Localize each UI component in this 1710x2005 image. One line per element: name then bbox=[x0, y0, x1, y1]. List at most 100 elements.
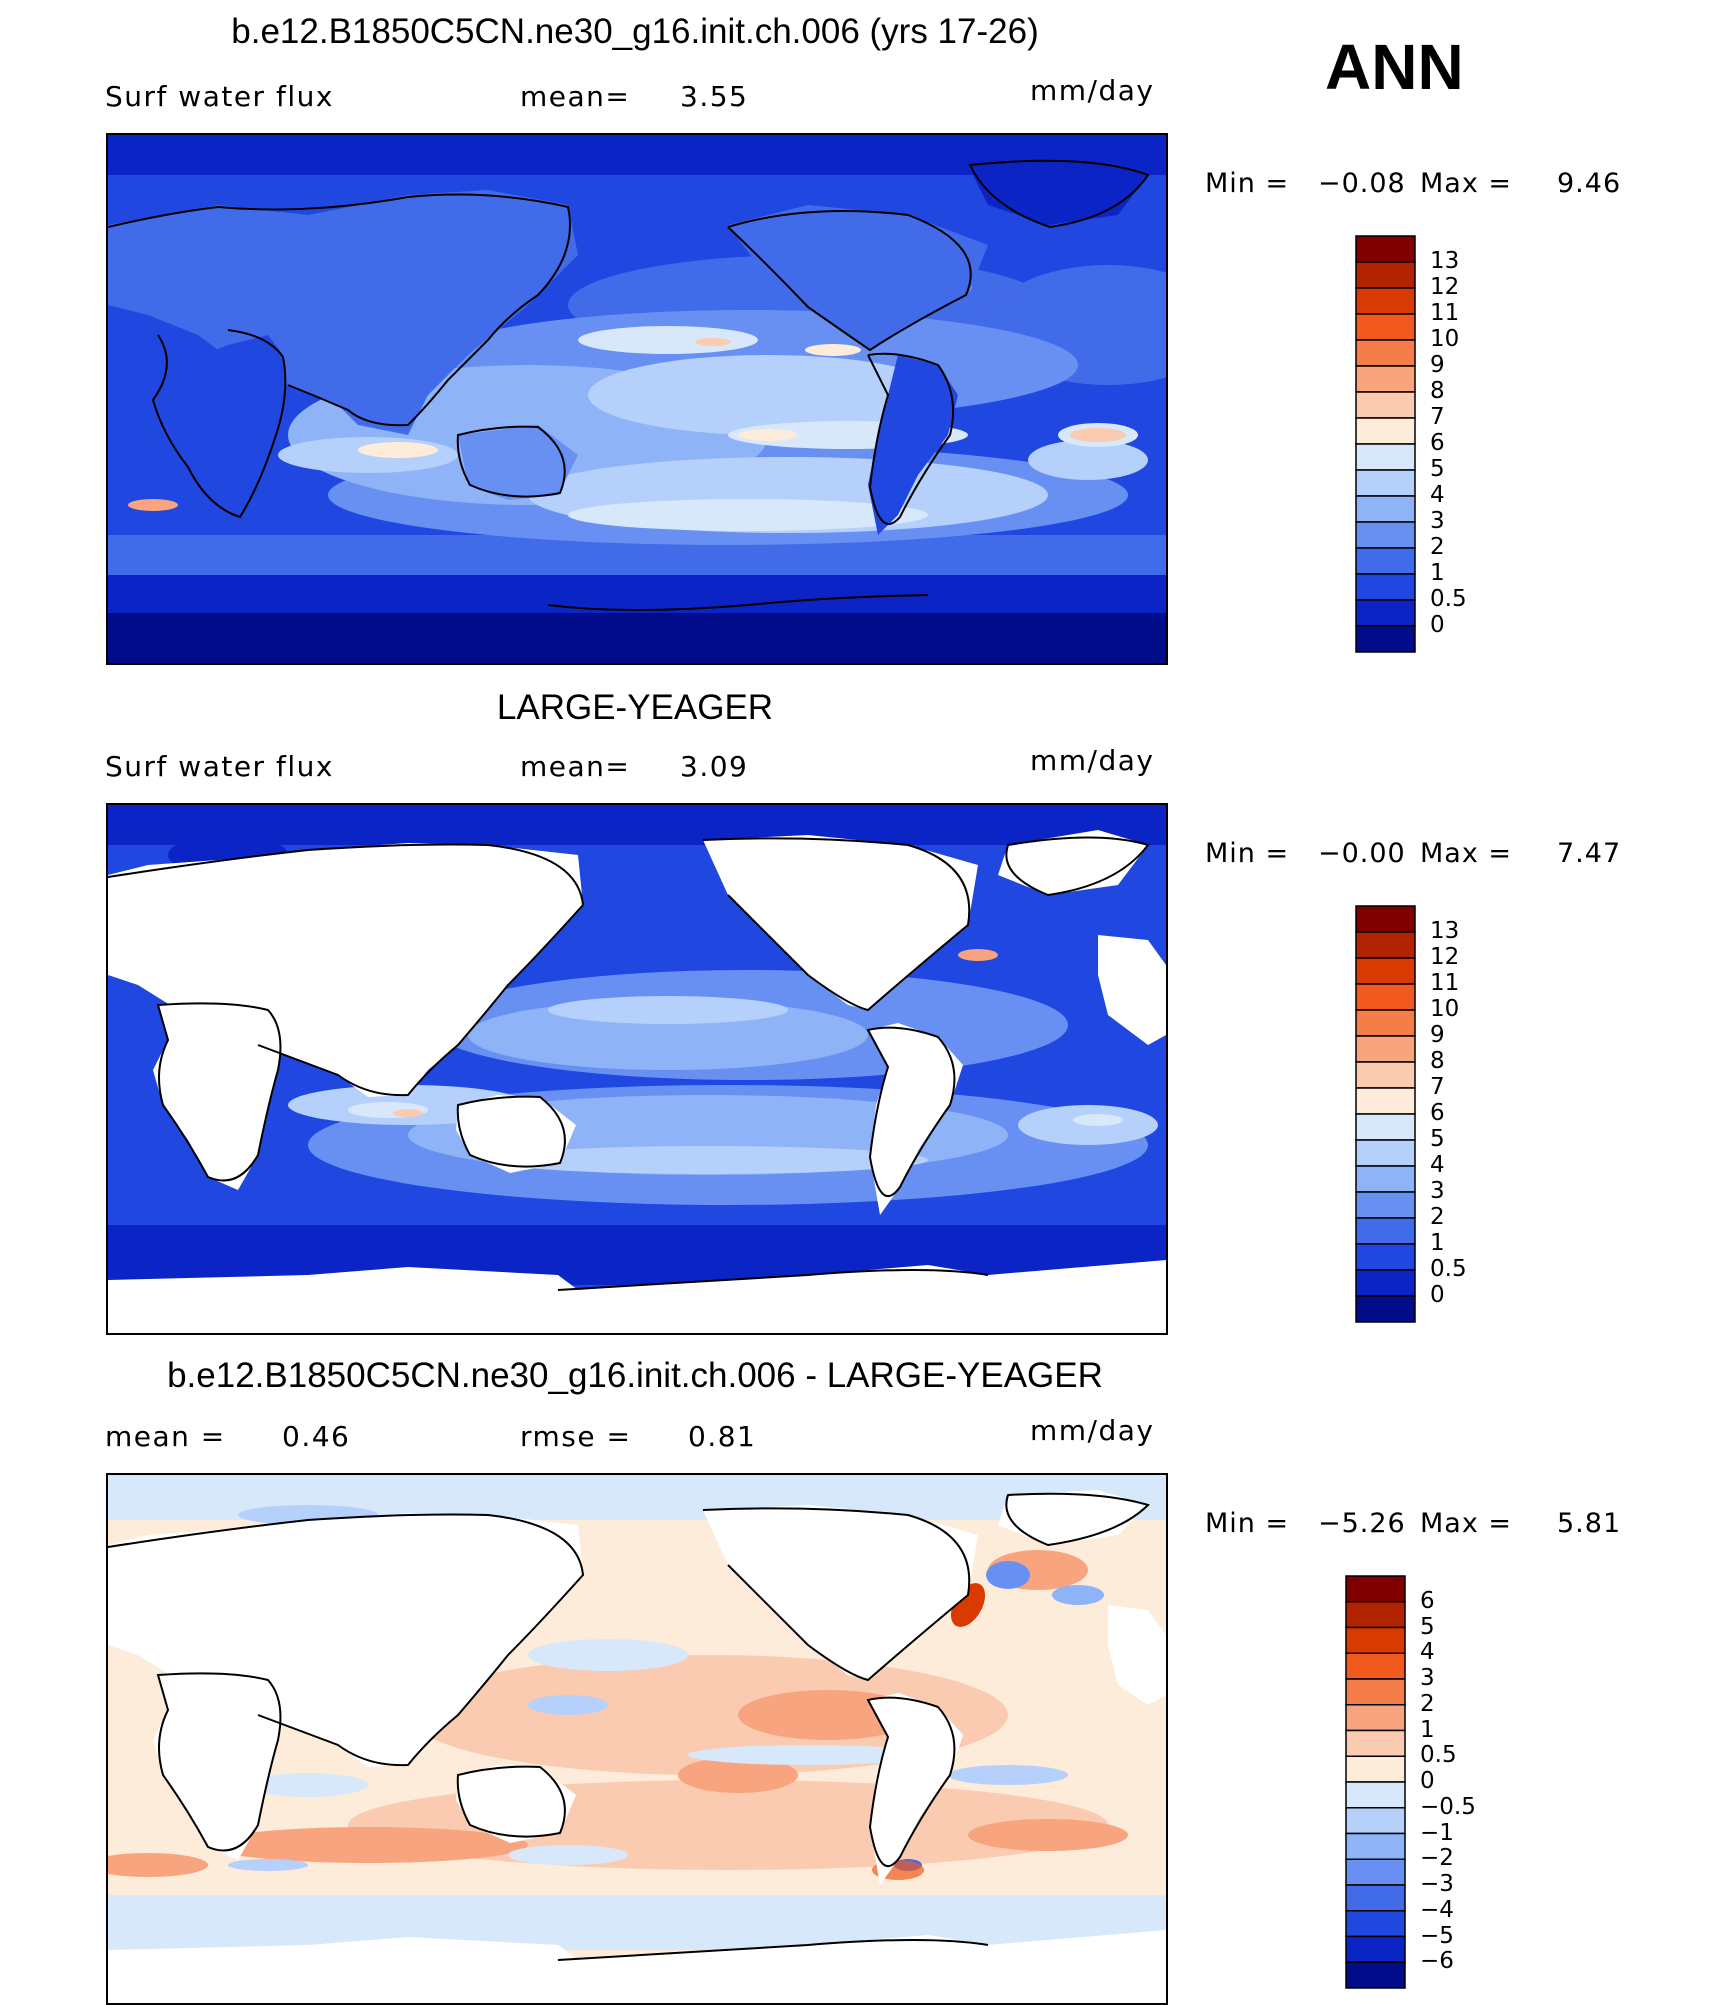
colorbar-box bbox=[1345, 1781, 1406, 1809]
panel2-map-field bbox=[108, 805, 1166, 1333]
colorbar-tick-label: 8 bbox=[1430, 1048, 1445, 1074]
colorbar-boxes bbox=[1345, 1575, 1406, 1989]
colorbar-box bbox=[1345, 1704, 1406, 1732]
colorbar-tick-label: 1 bbox=[1430, 1230, 1445, 1256]
colorbar-box bbox=[1345, 1575, 1406, 1603]
colorbar-box bbox=[1355, 1035, 1416, 1063]
panel1-min-value: −0.08 bbox=[1318, 168, 1406, 199]
colorbar-tick-label: 2 bbox=[1430, 534, 1445, 560]
panel1-max-value: 9.46 bbox=[1557, 168, 1622, 199]
colorbar-tick-label: 0 bbox=[1430, 612, 1445, 638]
colorbar-tick-label: 3 bbox=[1430, 1178, 1445, 1204]
colorbar-box bbox=[1355, 1191, 1416, 1219]
colorbar-tick-label: 0 bbox=[1420, 1768, 1435, 1794]
colorbar-box bbox=[1355, 417, 1416, 445]
colorbar-box bbox=[1355, 1061, 1416, 1089]
panel2-max-label: Max = bbox=[1420, 838, 1513, 869]
colorbar-box bbox=[1355, 931, 1416, 959]
colorbar-box bbox=[1345, 1678, 1406, 1706]
panel3-max-label: Max = bbox=[1420, 1508, 1513, 1539]
colorbar-box bbox=[1345, 1832, 1406, 1860]
colorbar-tick-label: 9 bbox=[1430, 1022, 1445, 1048]
colorbar-tick-label: −2 bbox=[1420, 1845, 1454, 1872]
panel2-units: mm/day bbox=[1030, 744, 1155, 777]
colorbar-tick-label: 0.5 bbox=[1430, 586, 1467, 612]
colorbar-boxes bbox=[1355, 905, 1416, 1323]
colorbar-box bbox=[1355, 1295, 1416, 1323]
colorbar-box bbox=[1355, 391, 1416, 419]
colorbar-box bbox=[1355, 547, 1416, 575]
panel3-map bbox=[106, 1473, 1168, 2005]
panel3-map-field bbox=[108, 1475, 1166, 1995]
colorbar-tick-label: 11 bbox=[1430, 300, 1460, 326]
colorbar-tick-label: 7 bbox=[1430, 1074, 1445, 1100]
colorbar-box bbox=[1355, 521, 1416, 549]
colorbar-tick-label: 10 bbox=[1430, 326, 1460, 352]
panel1-mean-value: 3.55 bbox=[680, 80, 749, 113]
colorbar-tick-label: 10 bbox=[1430, 996, 1460, 1022]
colorbar-tick-label: 13 bbox=[1430, 918, 1460, 944]
colorbar-tick-label: 1 bbox=[1420, 1716, 1435, 1743]
colorbar-tick-label: 11 bbox=[1430, 970, 1460, 996]
colorbar-tick-label: 5 bbox=[1420, 1613, 1435, 1640]
panel2-mean-value: 3.09 bbox=[680, 750, 749, 783]
colorbar-box bbox=[1345, 1807, 1406, 1835]
colorbar-boxes bbox=[1355, 235, 1416, 653]
colorbar-box bbox=[1345, 1884, 1406, 1912]
colorbar-tick-label: 6 bbox=[1420, 1587, 1435, 1614]
colorbar-box bbox=[1355, 905, 1416, 933]
colorbar-box bbox=[1345, 1910, 1406, 1938]
panel1-variable-label: Surf water flux bbox=[105, 80, 334, 113]
colorbar-box bbox=[1355, 235, 1416, 263]
colorbar-box bbox=[1345, 1626, 1406, 1654]
panel1-mean-label: mean= bbox=[520, 80, 631, 113]
panel1-title: b.e12.B1850C5CN.ne30_g16.init.ch.006 (yr… bbox=[231, 12, 1039, 51]
panel2-map bbox=[106, 803, 1168, 1335]
colorbar-box bbox=[1355, 365, 1416, 393]
panel3-max-value: 5.81 bbox=[1557, 1508, 1622, 1539]
colorbar-box bbox=[1355, 1087, 1416, 1115]
panel3-mean-value: 0.46 bbox=[282, 1420, 351, 1453]
colorbar-tick-label: 0 bbox=[1430, 1282, 1445, 1308]
panel3-colorbar: 6 5 4 3 2 1 0.5 0 −0.5 −1 −2 −3 −4 −5 −6 bbox=[1345, 1575, 1476, 1989]
colorbar-tick-label: 13 bbox=[1430, 248, 1460, 274]
colorbar-box bbox=[1355, 1139, 1416, 1167]
colorbar-box bbox=[1345, 1858, 1406, 1886]
colorbar-tick-label: 3 bbox=[1430, 508, 1445, 534]
panel2-variable-label: Surf water flux bbox=[105, 750, 334, 783]
colorbar-box bbox=[1355, 495, 1416, 523]
colorbar-tick-label: 7 bbox=[1430, 404, 1445, 430]
panel2-colorbar: 13 12 11 10 9 8 7 6 5 4 3 2 1 0.5 0 bbox=[1355, 905, 1467, 1323]
panel3-units: mm/day bbox=[1030, 1414, 1155, 1447]
colorbar-box bbox=[1345, 1729, 1406, 1757]
panel1-colorbar: 13 12 11 10 9 8 7 6 5 4 3 2 1 0.5 0 bbox=[1355, 235, 1467, 653]
colorbar-box bbox=[1355, 1243, 1416, 1271]
colorbar-tick-label: −3 bbox=[1420, 1871, 1454, 1897]
colorbar-box bbox=[1355, 625, 1416, 653]
colorbar-tick-label: 4 bbox=[1420, 1639, 1435, 1666]
colorbar-box bbox=[1355, 287, 1416, 315]
colorbar-tick-label: 4 bbox=[1430, 1152, 1445, 1178]
colorbar-tick-label: 6 bbox=[1430, 430, 1445, 456]
colorbar-box bbox=[1355, 599, 1416, 627]
colorbar-box bbox=[1355, 957, 1416, 985]
panel2-min-label: Min = bbox=[1205, 838, 1290, 869]
colorbar-tick-label: 2 bbox=[1420, 1690, 1435, 1717]
colorbar-tick-label: 5 bbox=[1430, 456, 1445, 482]
colorbar-box bbox=[1345, 1961, 1406, 1989]
panel3-mean-label: mean = bbox=[105, 1420, 226, 1453]
colorbar-box bbox=[1355, 469, 1416, 497]
colorbar-tick-label: 0.5 bbox=[1420, 1742, 1457, 1769]
panel3-rmse-label: rmse = bbox=[520, 1420, 632, 1453]
panel1-units: mm/day bbox=[1030, 74, 1155, 107]
panel1-map-field bbox=[108, 135, 1166, 663]
panel2-min-value: −0.00 bbox=[1318, 838, 1406, 869]
colorbar-box bbox=[1355, 261, 1416, 289]
colorbar-tick-label: −1 bbox=[1420, 1819, 1454, 1846]
colorbar-box bbox=[1355, 443, 1416, 471]
colorbar-box bbox=[1345, 1652, 1406, 1680]
colorbar-tick-label: −0.5 bbox=[1420, 1793, 1476, 1820]
colorbar-box bbox=[1345, 1755, 1406, 1783]
colorbar-tick-label: −6 bbox=[1420, 1948, 1454, 1975]
panel3-min-value: −5.26 bbox=[1318, 1508, 1406, 1539]
